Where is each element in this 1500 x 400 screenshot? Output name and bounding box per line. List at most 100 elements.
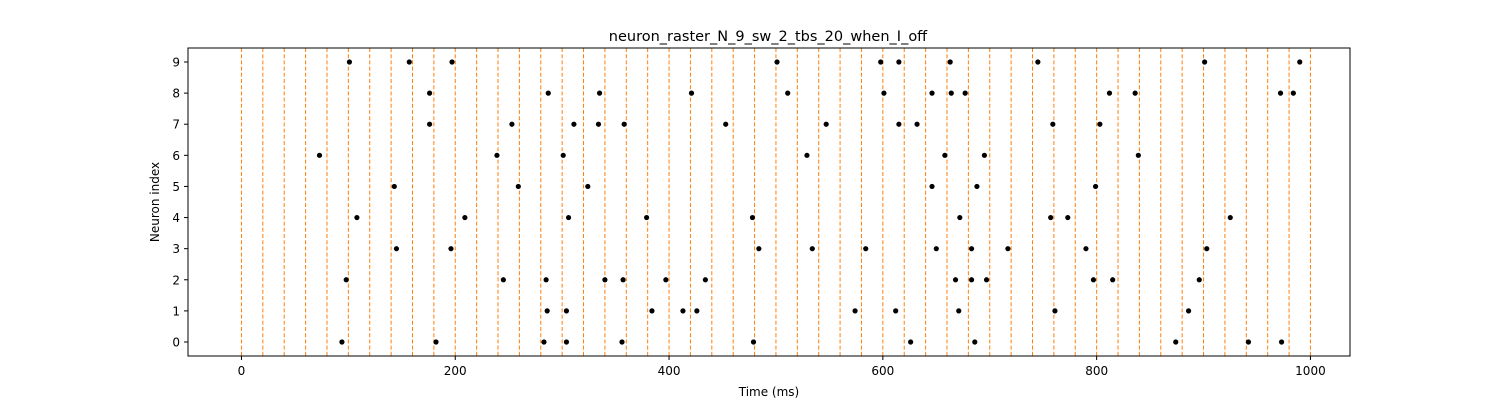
spike-point — [1135, 152, 1141, 158]
spike-point — [962, 90, 968, 96]
spike-point — [316, 152, 323, 158]
spike-point — [339, 339, 345, 345]
spike-point — [852, 308, 858, 314]
spike-point — [585, 183, 591, 190]
spike-point — [956, 308, 962, 314]
spike-point — [929, 90, 935, 96]
spike-point — [393, 246, 400, 252]
spike-point — [694, 308, 700, 314]
spike-point — [914, 121, 920, 127]
spike-point — [545, 90, 551, 96]
spike-point — [680, 308, 686, 314]
spike-point — [426, 121, 433, 127]
spike-point — [896, 121, 902, 127]
spike-point — [948, 90, 954, 96]
x-tick-label: 200 — [444, 364, 467, 378]
spike-point — [619, 339, 625, 345]
x-tick-label: 1000 — [1295, 364, 1326, 378]
y-tick-label: 6 — [172, 149, 180, 163]
spike-point — [1035, 59, 1041, 65]
spike-point — [804, 152, 810, 158]
spike-point — [426, 90, 433, 96]
spike-point — [354, 214, 360, 221]
spike-point — [1048, 214, 1054, 221]
spike-point — [957, 214, 963, 221]
spike-point — [749, 214, 756, 221]
spike-point — [785, 90, 791, 96]
spike-point — [1083, 246, 1089, 252]
spike-point — [1052, 308, 1058, 314]
y-tick-label: 8 — [172, 87, 180, 101]
spike-point — [346, 59, 353, 65]
spike-point — [1090, 277, 1097, 283]
spike-point — [433, 339, 439, 345]
spike-point — [1196, 277, 1202, 283]
spike-point — [602, 277, 608, 283]
spike-point — [1065, 214, 1071, 221]
spike-point — [1106, 90, 1113, 96]
vertical-dashed-lines — [240, 48, 1311, 356]
spike-point — [462, 214, 468, 221]
spike-point — [1185, 308, 1192, 314]
spike-point — [929, 183, 935, 190]
spike-point — [1290, 90, 1296, 96]
spike-point — [544, 308, 550, 314]
spike-point — [509, 121, 515, 127]
spike-point — [823, 121, 829, 127]
x-axis-label: Time (ms) — [738, 385, 800, 399]
x-tick-label: 800 — [1085, 364, 1108, 378]
spike-point — [774, 59, 780, 65]
y-tick-label: 9 — [172, 56, 180, 70]
spike-point — [1297, 59, 1303, 65]
spike-point — [908, 339, 914, 345]
spike-point — [1277, 90, 1284, 96]
spike-point — [663, 277, 669, 283]
spike-point — [947, 59, 953, 65]
spike-point — [560, 152, 566, 158]
spike-markers — [316, 59, 1303, 345]
y-tick-label: 0 — [172, 336, 180, 350]
spike-point — [702, 277, 708, 283]
spike-point — [563, 339, 570, 345]
spike-point — [968, 246, 975, 252]
y-tick-label: 1 — [172, 304, 180, 318]
spike-point — [621, 121, 627, 127]
spike-point — [750, 339, 757, 345]
spike-point — [620, 277, 626, 283]
spike-point — [448, 246, 454, 252]
spike-point — [1204, 246, 1210, 252]
spike-point — [515, 183, 521, 190]
spike-point — [809, 246, 815, 252]
x-tick-label: 0 — [238, 364, 246, 378]
spike-point — [1110, 277, 1116, 283]
y-axis-label: Neuron index — [148, 162, 162, 242]
spike-point — [494, 152, 500, 158]
spike-point — [878, 59, 884, 65]
spike-point — [933, 246, 939, 252]
y-tick-label: 7 — [172, 118, 180, 132]
spike-point — [500, 277, 506, 283]
spike-point — [595, 121, 602, 127]
spike-point — [449, 59, 455, 65]
spike-point — [541, 339, 547, 345]
chart-title: neuron_raster_N_9_sw_2_tbs_20_when_I_off — [609, 29, 928, 45]
spike-point — [688, 90, 695, 96]
spike-point — [896, 59, 902, 65]
spike-point — [1245, 339, 1252, 345]
spike-point — [563, 308, 570, 314]
plot-frame — [187, 47, 1351, 357]
spike-point — [1005, 246, 1011, 252]
spike-point — [1050, 121, 1056, 127]
y-axis-ticks: 0 1 2 3 4 5 6 7 8 9 — [172, 56, 188, 350]
y-tick-label: 3 — [172, 242, 180, 256]
y-tick-label: 4 — [172, 211, 180, 225]
spike-point — [1097, 121, 1103, 127]
spike-point — [981, 152, 988, 158]
x-tick-label: 600 — [871, 364, 894, 378]
spike-point — [983, 277, 990, 283]
spike-point — [649, 308, 655, 314]
spike-point — [1278, 339, 1285, 345]
spike-point — [942, 152, 948, 158]
